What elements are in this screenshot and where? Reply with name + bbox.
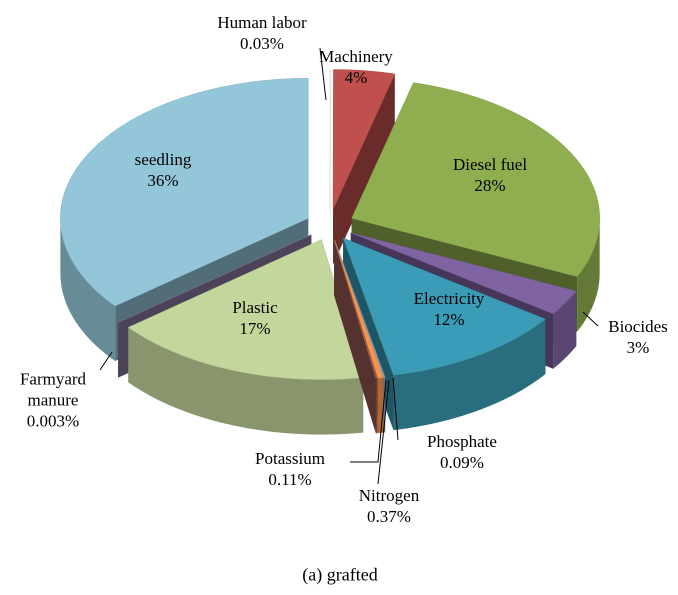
category-label: Diesel fuel	[452, 155, 528, 174]
leader-line	[582, 311, 599, 327]
category-label: Electricity	[413, 289, 485, 308]
leader-line	[99, 351, 113, 371]
value-label: 28%	[474, 176, 506, 195]
slice-wall	[60, 218, 116, 362]
leader-line	[377, 379, 390, 485]
category-label: Potassium	[255, 449, 325, 468]
category-label: Plastic	[232, 298, 278, 317]
value-label: 0.03%	[240, 34, 284, 53]
slice	[334, 240, 386, 378]
slice	[334, 240, 384, 379]
value-label: 17%	[239, 319, 271, 338]
leader-line	[319, 47, 327, 101]
slice-label: Machinery 4%	[306, 46, 406, 88]
value-label: 0.09%	[440, 453, 484, 472]
category-label: Farmyard manure	[19, 369, 87, 410]
slice-side	[333, 73, 395, 265]
category-label: Biocides	[608, 317, 668, 336]
slice-label: Nitrogen 0.37%	[339, 485, 439, 527]
slice	[117, 234, 312, 323]
value-label: 4%	[344, 68, 368, 87]
slice-label: Electricity 12%	[389, 288, 509, 330]
category-label: Machinery	[319, 47, 393, 66]
slice-label: Potassium 0.11%	[240, 448, 340, 490]
value-label: 0.11%	[268, 470, 312, 489]
slice-wall	[553, 291, 577, 369]
slice-wall	[377, 377, 384, 434]
slice-label: Phosphate 0.09%	[412, 431, 512, 473]
category-label: Phosphate	[427, 432, 497, 451]
slice-label: Human labor 0.03%	[197, 12, 327, 54]
slice	[127, 239, 364, 380]
value-label: 12%	[433, 310, 465, 329]
slice	[350, 232, 577, 315]
value-label: 0.37%	[367, 507, 411, 526]
slice-label: Biocides 3%	[588, 316, 678, 358]
slice-label: Plastic 17%	[205, 297, 305, 339]
value-label: 0.003%	[26, 411, 80, 431]
slice-side	[334, 240, 376, 434]
caption: (a) grafted	[302, 564, 378, 585]
category-label: seedling	[134, 150, 192, 169]
slice	[342, 237, 546, 376]
category-label: Nitrogen	[358, 486, 420, 505]
category-label: Human labor	[217, 13, 307, 32]
leader-line	[350, 379, 387, 463]
slice	[333, 240, 378, 379]
slice	[332, 69, 396, 210]
slice	[60, 78, 309, 307]
slice-label: Diesel fuel 28%	[430, 154, 550, 196]
slice-label: Farmyard manure 0.003%	[8, 369, 98, 432]
slice	[351, 82, 600, 277]
value-label: 3%	[626, 338, 650, 357]
slice-label: seedling 36%	[113, 149, 213, 191]
slice-wall	[393, 319, 546, 431]
value-label: 36%	[147, 171, 179, 190]
slice-wall	[128, 327, 364, 435]
slice-wall	[577, 218, 600, 332]
slice-wall	[375, 378, 378, 434]
leader-line	[392, 377, 399, 441]
